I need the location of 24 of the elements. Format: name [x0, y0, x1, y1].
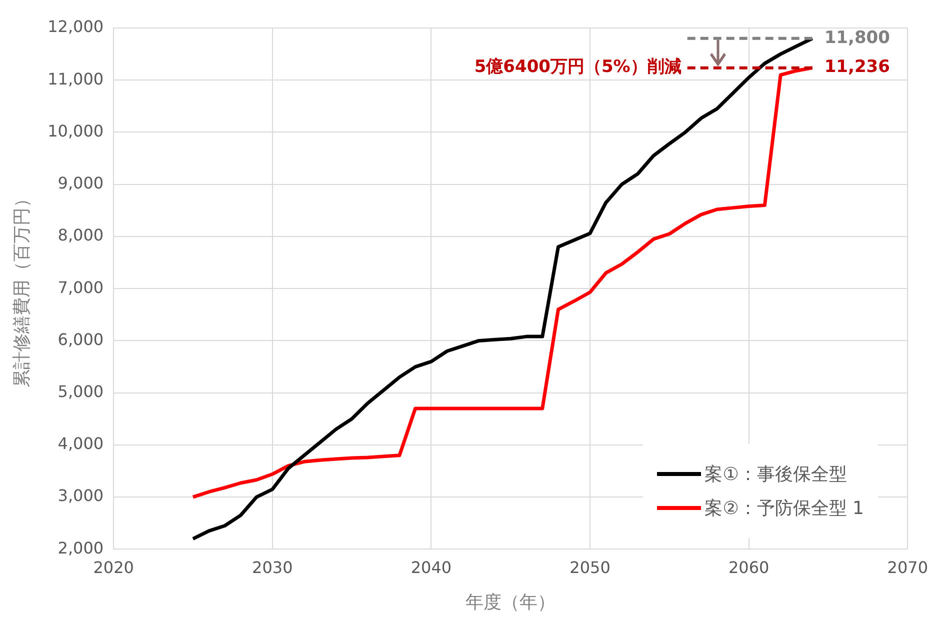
y-tick-label: 3,000: [58, 486, 104, 506]
ref-line-label: 11,800: [824, 28, 890, 48]
x-axis-title: 年度（年）: [466, 592, 556, 613]
y-axis-title: 累計修繕費用（百万円）: [11, 190, 32, 388]
annotation: 5億6400万円（5%）削減: [474, 57, 682, 78]
y-tick-label: 2,000: [58, 538, 104, 558]
y-tick-label: 8,000: [58, 226, 104, 245]
x-tick-label: 2070: [887, 558, 928, 577]
y-tick-label: 10,000: [48, 121, 104, 140]
y-tick-label: 11,000: [48, 69, 104, 88]
y-tick-label: 12,000: [48, 17, 104, 36]
y-tick-label: 9,000: [58, 174, 104, 193]
legend-label: 案②：予防保全型 1: [704, 497, 864, 520]
x-tick-label: 2020: [93, 558, 134, 577]
x-tick-label: 2040: [410, 558, 452, 577]
legend-label: 案①：事後保全型: [704, 463, 847, 486]
y-tick-label: 7,000: [58, 278, 104, 297]
x-tick-label: 2050: [570, 558, 610, 577]
y-tick-label: 4,000: [58, 434, 104, 454]
y-tick-label: 6,000: [58, 330, 104, 349]
x-tick-label: 2030: [252, 558, 293, 577]
x-tick-label: 2060: [728, 558, 770, 577]
ref-line-label: 11,236: [824, 57, 890, 78]
y-tick-label: 5,000: [58, 382, 104, 401]
